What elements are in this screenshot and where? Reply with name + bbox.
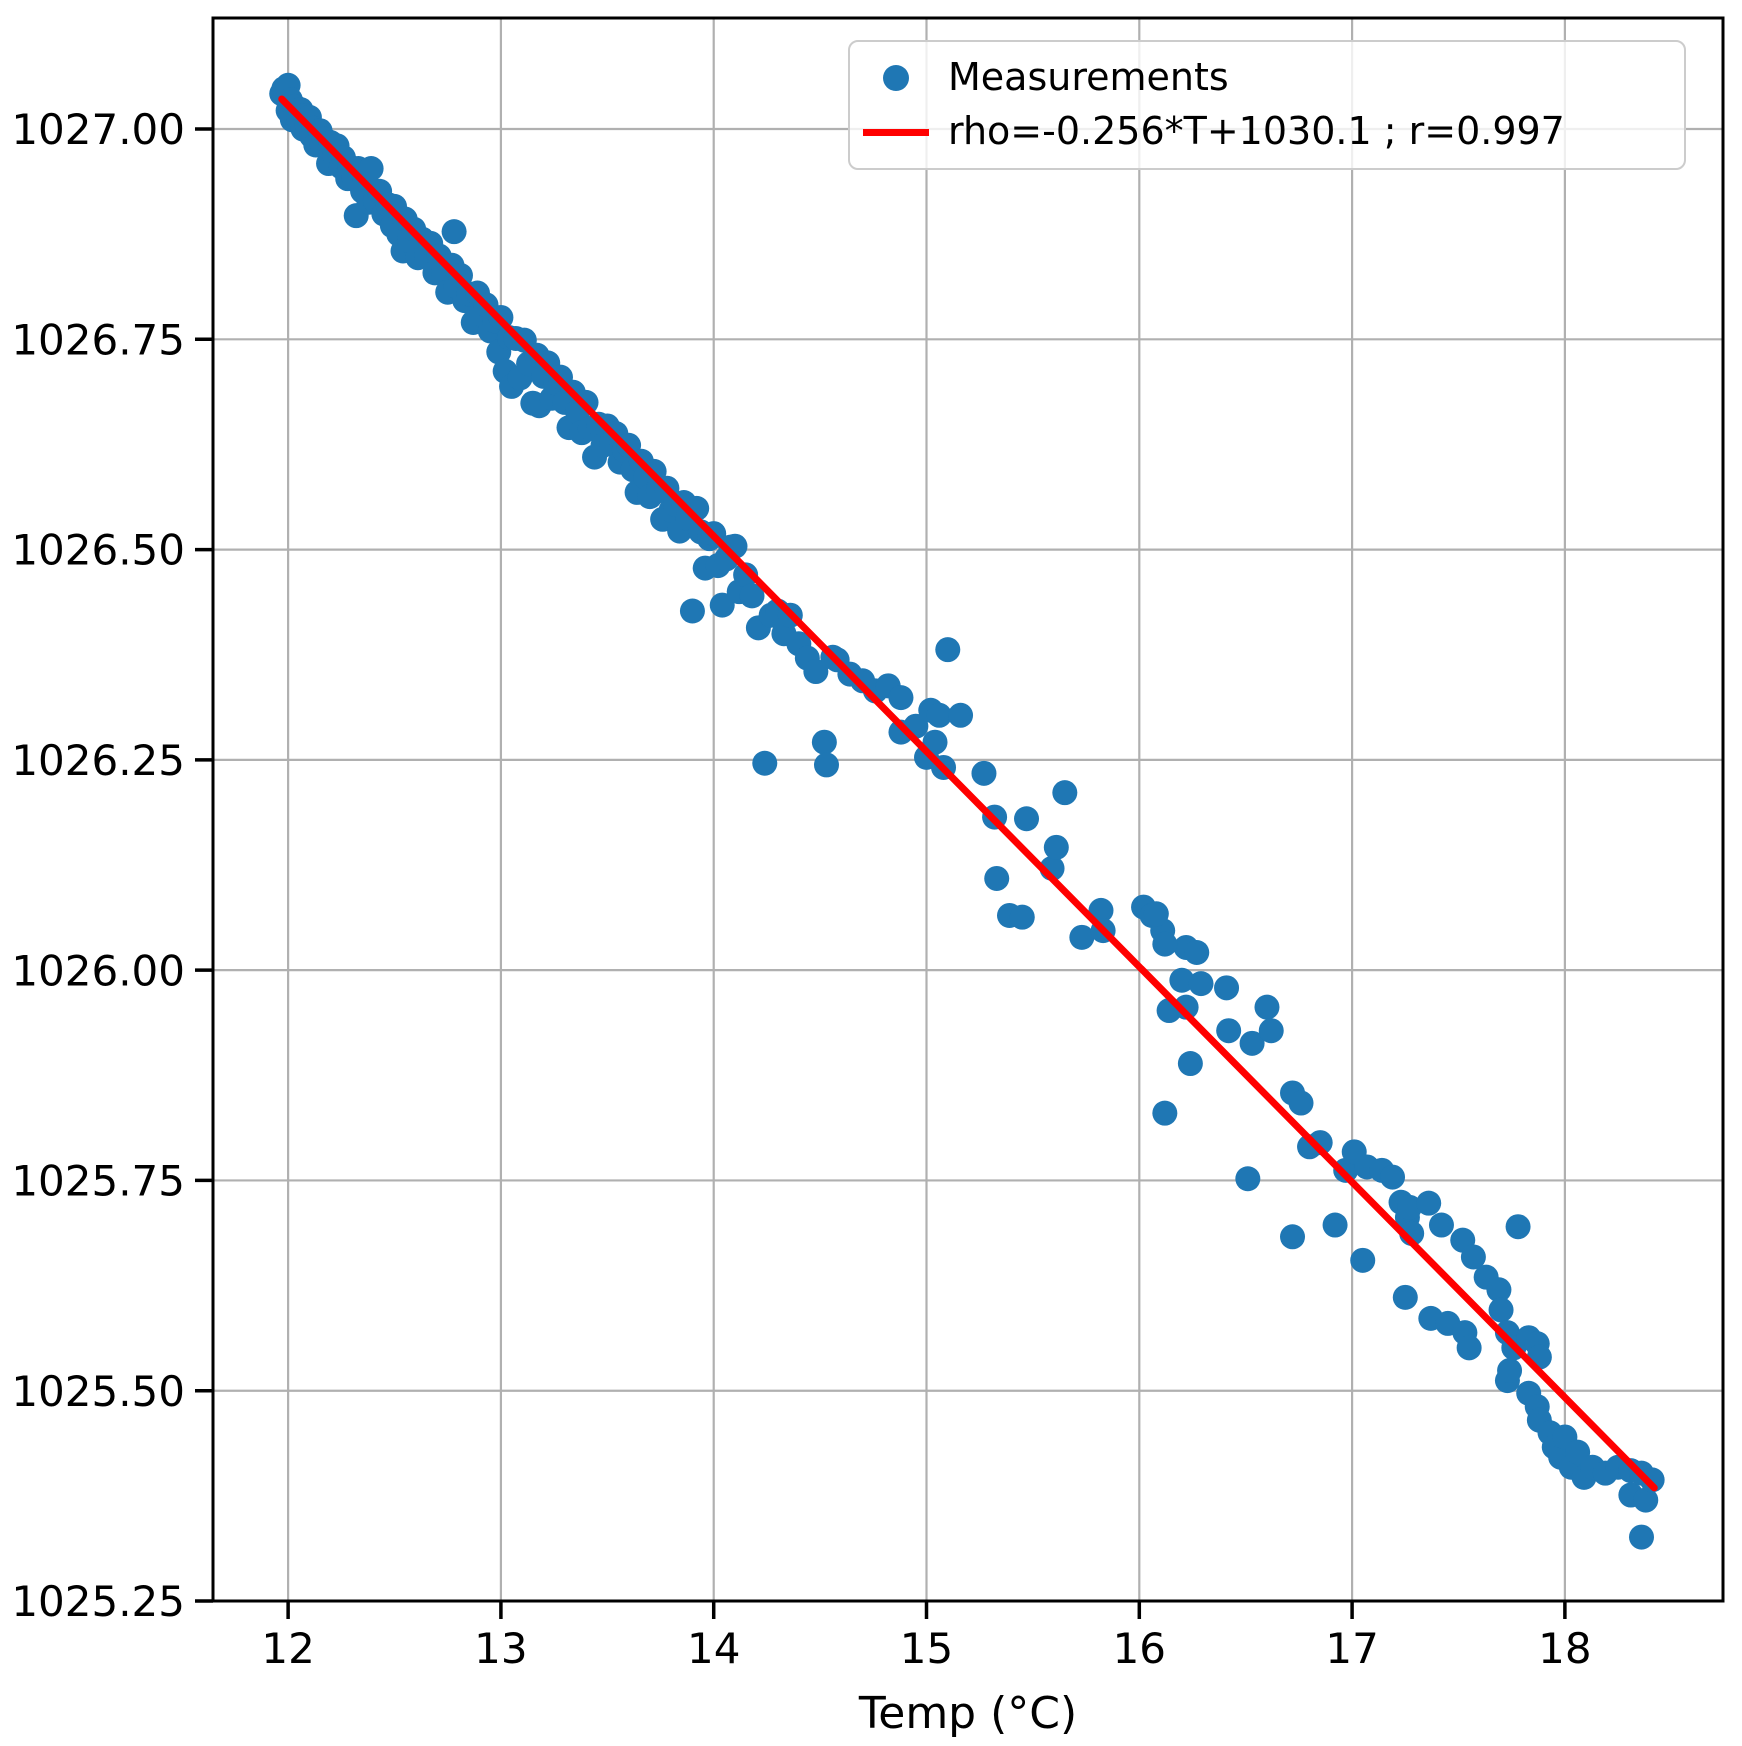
scatter-point — [926, 702, 952, 728]
scatter-point — [1043, 834, 1069, 860]
scatter-point — [984, 865, 1010, 891]
x-tick-label: 18 — [1538, 1624, 1591, 1673]
scatter-point — [813, 752, 839, 778]
scatter-point — [1188, 971, 1214, 997]
scatter-point — [1258, 1018, 1284, 1044]
scatter-point — [1633, 1487, 1659, 1513]
y-tick-label: 1025.75 — [11, 1157, 185, 1206]
x-tick-label: 17 — [1325, 1624, 1378, 1673]
scatter-point — [1254, 994, 1280, 1020]
x-tick-label: 15 — [900, 1624, 953, 1673]
scatter-point — [1009, 904, 1035, 930]
legend-entry: Measurements — [860, 55, 1674, 101]
scatter-point — [1214, 975, 1240, 1001]
scatter-point — [1280, 1224, 1306, 1250]
grid — [213, 18, 1723, 1603]
axes-spines — [211, 16, 1725, 1603]
scatter-point — [1069, 924, 1095, 950]
scatter-point — [709, 592, 735, 618]
scatter-point — [935, 637, 961, 663]
scatter-point — [1014, 806, 1040, 832]
y-tick-label: 1027.00 — [11, 105, 185, 154]
legend-marker-dot-icon — [860, 64, 932, 91]
scatter-point — [888, 685, 914, 711]
scatter-point — [1177, 1051, 1203, 1077]
ticks: 12 13 14 15 16 17 18 1025.25 1025.50 1025.75 1026.… — [11, 105, 1591, 1673]
legend-line-sample-icon — [860, 128, 932, 136]
scatter-point — [1428, 1212, 1454, 1238]
scatter-point — [1628, 1524, 1654, 1550]
x-axis-label: Temp (°C) — [858, 1688, 1078, 1739]
legend-label: rho=-0.256*T+1030.1 ; r=0.997 — [948, 109, 1565, 154]
scatter-point — [1350, 1247, 1376, 1273]
scatter-point — [948, 702, 974, 728]
scatter-point — [803, 659, 829, 685]
scatter-point — [1052, 780, 1078, 806]
x-tick-label: 13 — [474, 1624, 527, 1673]
fit-line — [278, 95, 1658, 1492]
scatter-point — [1505, 1214, 1531, 1240]
scatter-point — [811, 729, 837, 755]
x-tick-label: 12 — [261, 1624, 314, 1673]
scatter-point — [1235, 1166, 1261, 1192]
scatter-point — [1152, 931, 1178, 957]
scatter-point — [1416, 1190, 1442, 1216]
scatter-point — [1239, 1030, 1265, 1056]
scatter-point — [1173, 994, 1199, 1020]
scatter-point — [922, 729, 948, 755]
y-tick-label: 1026.50 — [11, 526, 185, 575]
x-tick-label: 14 — [687, 1624, 740, 1673]
y-tick-label: 1025.50 — [11, 1367, 185, 1416]
scatter-point — [971, 760, 997, 786]
legend: Measurements rho=-0.256*T+1030.1 ; r=0.99… — [848, 40, 1686, 170]
legend-label: Measurements — [948, 54, 1229, 99]
scatter-point — [1460, 1244, 1486, 1270]
scatter-point — [1288, 1090, 1314, 1116]
x-tick-label: 16 — [1113, 1624, 1166, 1673]
scatter-point — [441, 219, 467, 245]
scatter-point — [1322, 1212, 1348, 1238]
scatter-point — [1088, 897, 1114, 923]
scatter-point — [1307, 1130, 1333, 1156]
scatter-point — [752, 750, 778, 776]
scatter-point — [679, 598, 705, 624]
y-tick-label: 1026.00 — [11, 946, 185, 995]
scatter-point — [1397, 1194, 1423, 1220]
scatter-point — [1392, 1284, 1418, 1310]
scatter-point — [1143, 901, 1169, 927]
y-tick-label: 1025.25 — [11, 1577, 185, 1626]
scatter-point — [1488, 1297, 1514, 1323]
legend-entry: rho=-0.256*T+1030.1 ; r=0.997 — [860, 109, 1674, 155]
scatter-point — [1380, 1164, 1406, 1190]
scatter-point — [733, 562, 759, 588]
scatter-point — [358, 156, 384, 182]
scatter-point — [739, 583, 765, 609]
scatter-point — [1169, 967, 1195, 993]
y-tick-label: 1026.25 — [11, 736, 185, 785]
y-tick-label: 1026.75 — [11, 315, 185, 364]
scatter-point — [1216, 1018, 1242, 1044]
scatter-point — [1456, 1335, 1482, 1361]
scatter-point — [1152, 1100, 1178, 1126]
scatter-point — [1497, 1358, 1523, 1384]
scatter-point — [1639, 1467, 1665, 1493]
scatter-point — [1486, 1277, 1512, 1303]
scatter-point — [1184, 939, 1210, 965]
